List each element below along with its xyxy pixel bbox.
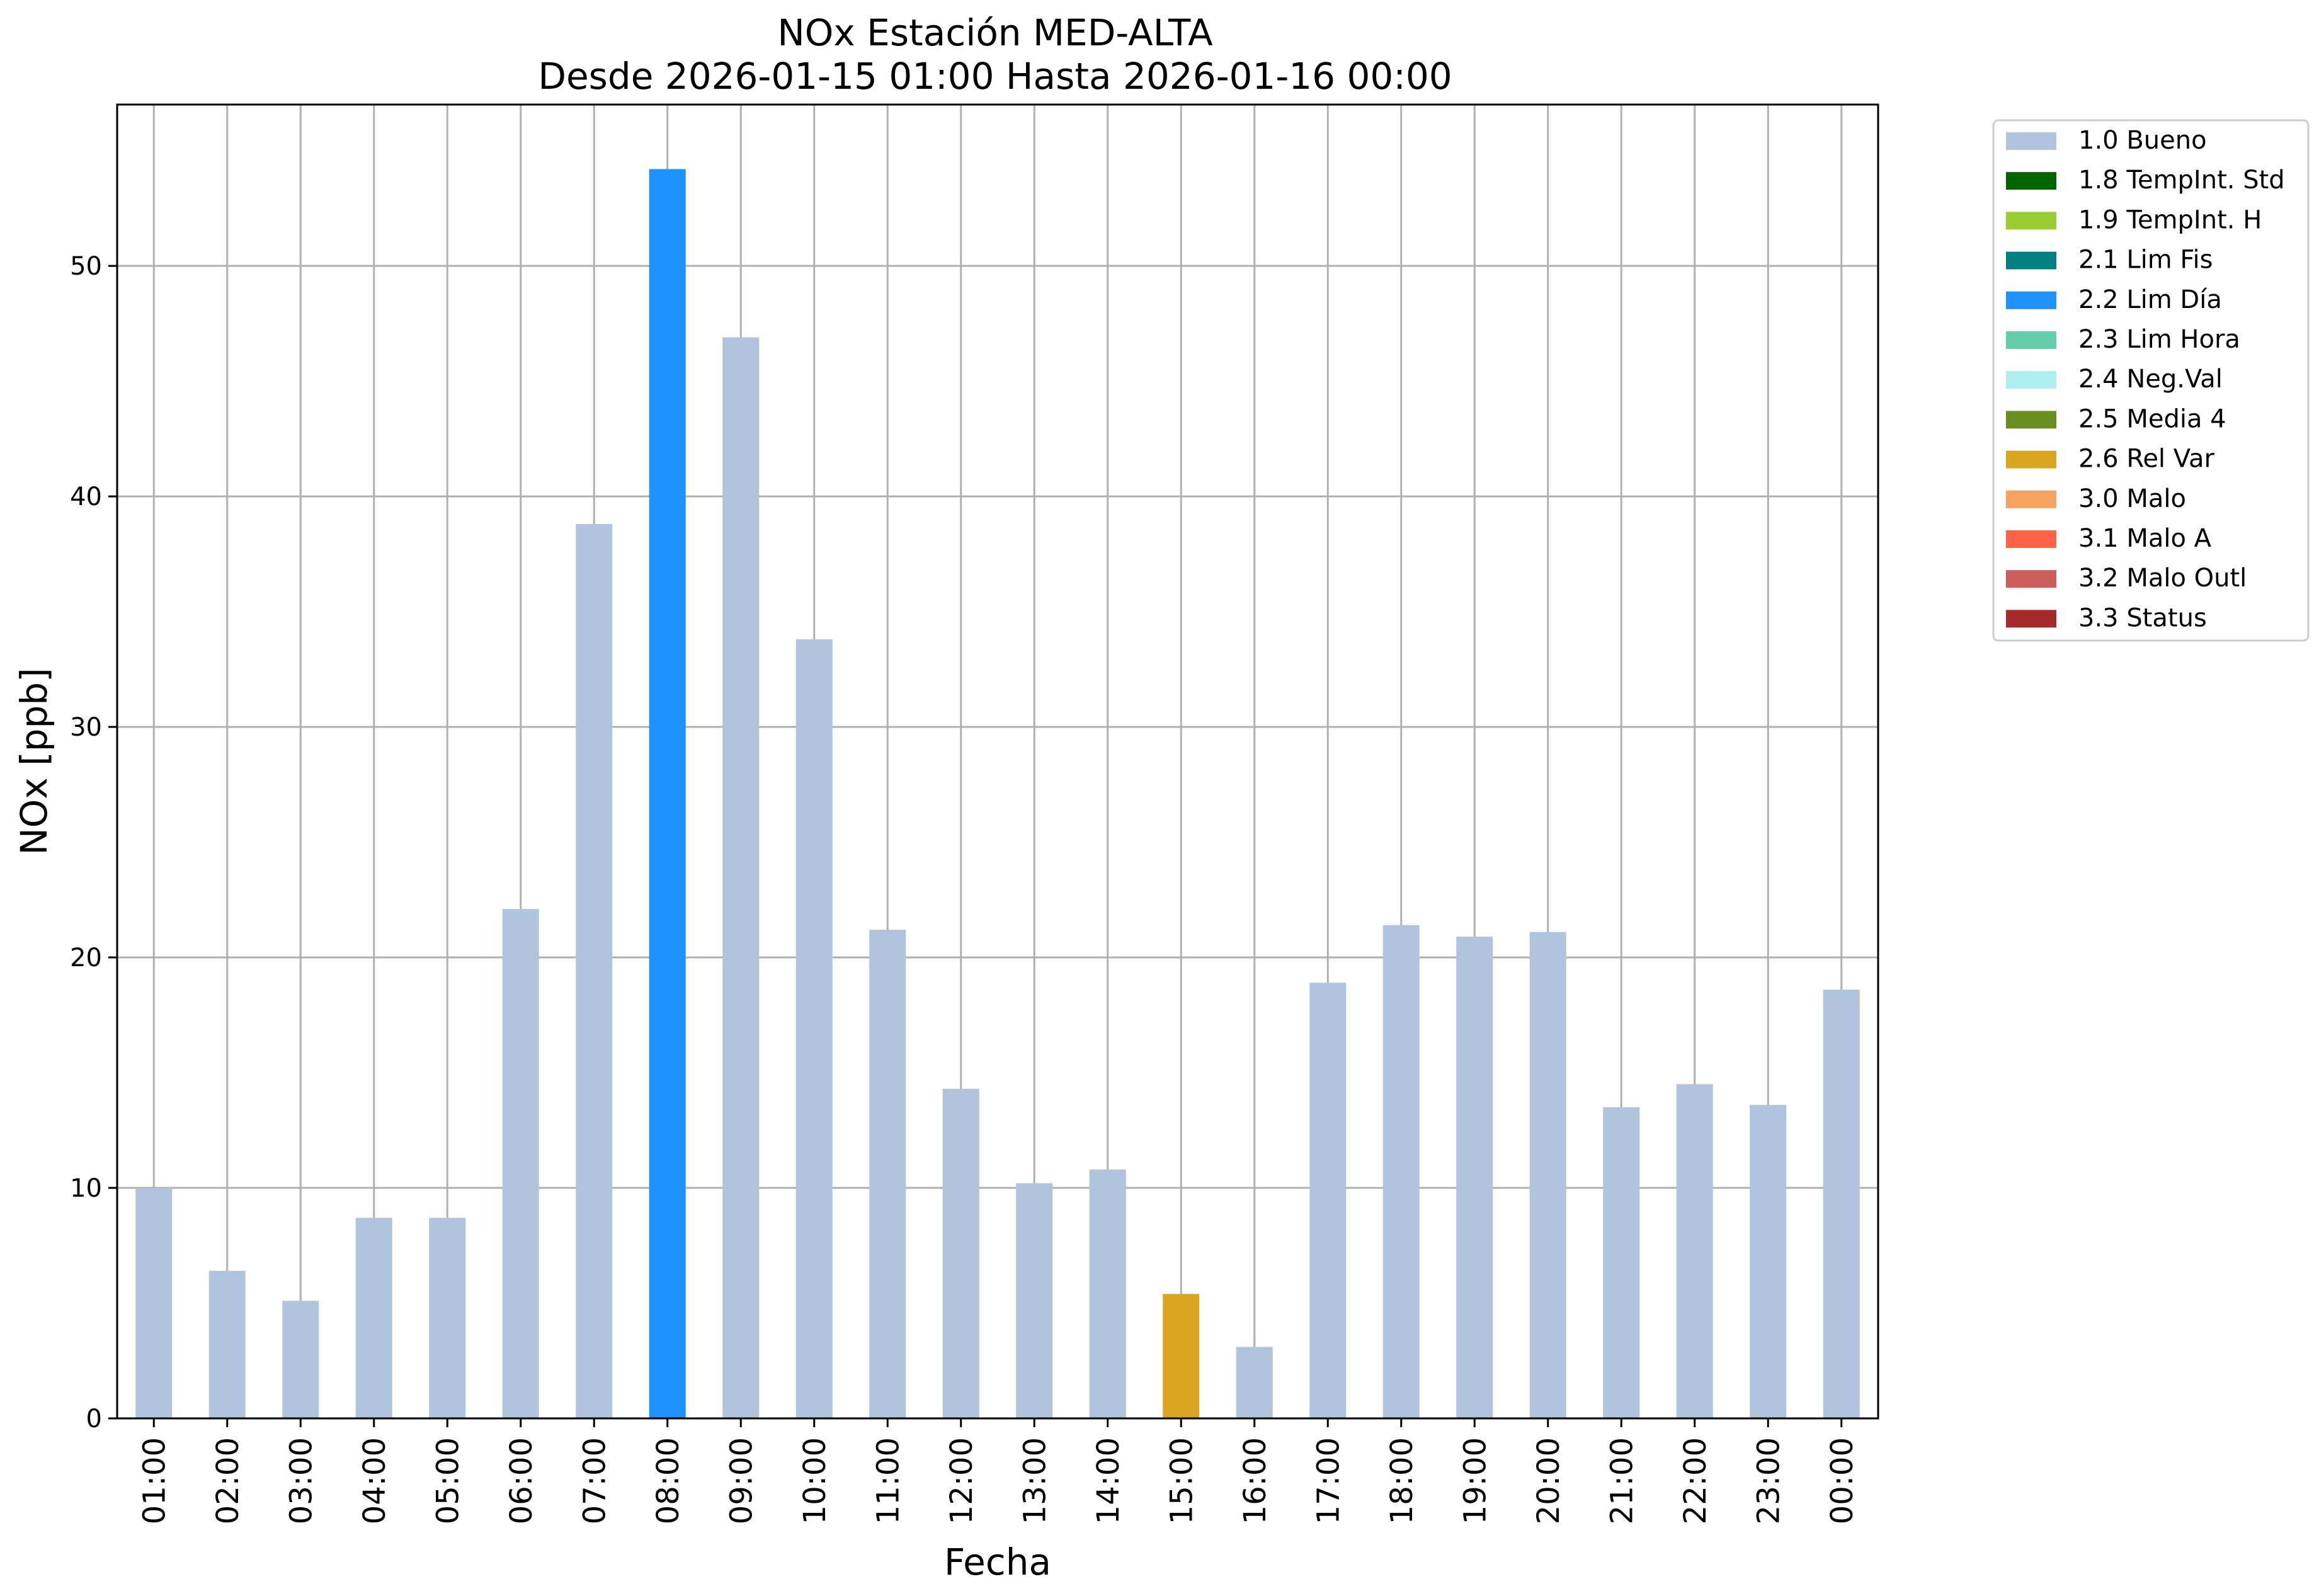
legend-label: 1.0 Bueno bbox=[2078, 126, 2207, 155]
y-tick-label: 40 bbox=[70, 482, 102, 511]
x-tick-label: 04:00 bbox=[357, 1437, 392, 1524]
x-tick-label: 22:00 bbox=[1678, 1437, 1713, 1524]
legend-label: 3.2 Malo Outl bbox=[2078, 564, 2247, 593]
x-tick-label: 01:00 bbox=[137, 1437, 172, 1524]
bar bbox=[1309, 983, 1347, 1418]
legend-swatch bbox=[2006, 371, 2056, 389]
bar bbox=[1163, 1294, 1200, 1418]
y-tick-label: 50 bbox=[70, 252, 102, 281]
x-tick-label: 11:00 bbox=[870, 1437, 906, 1524]
y-tick-label: 30 bbox=[70, 713, 102, 742]
legend-swatch bbox=[2006, 172, 2056, 190]
bars bbox=[135, 169, 1860, 1419]
legend-label: 2.5 Media 4 bbox=[2078, 404, 2226, 433]
x-tick-label: 00:00 bbox=[1825, 1437, 1860, 1524]
x-tick-label: 10:00 bbox=[797, 1437, 833, 1524]
legend-swatch bbox=[2006, 450, 2056, 469]
x-tick-label: 07:00 bbox=[577, 1437, 612, 1524]
bar bbox=[1016, 1183, 1053, 1418]
y-tick-label: 20 bbox=[70, 943, 102, 972]
y-tick-label: 10 bbox=[70, 1174, 102, 1203]
bar bbox=[1529, 932, 1566, 1418]
x-tick-label: 05:00 bbox=[430, 1437, 465, 1524]
legend: 1.0 Bueno 1.8 TempInt. Std 1.9 TempInt. H 2… bbox=[1992, 119, 2310, 642]
x-tick-label: 02:00 bbox=[210, 1437, 246, 1524]
y-ticks: 0 10 20 30 40 50 bbox=[70, 252, 117, 1434]
x-tick-label: 17:00 bbox=[1311, 1437, 1346, 1524]
x-tick-label: 08:00 bbox=[651, 1437, 686, 1524]
legend-swatch bbox=[2006, 610, 2056, 628]
legend-swatch bbox=[2006, 530, 2056, 548]
x-ticks: 01:00 02:00 03:00 04:00 05:00 06:00 07:00 08:00… bbox=[137, 1418, 1860, 1524]
bar bbox=[1750, 1105, 1787, 1418]
bar bbox=[869, 930, 906, 1418]
bar bbox=[429, 1217, 466, 1418]
bar bbox=[649, 169, 686, 1418]
x-tick-label: 03:00 bbox=[283, 1437, 319, 1524]
x-tick-label: 16:00 bbox=[1238, 1437, 1273, 1524]
chart-subtitle: Desde 2026-01-15 01:00 Hasta 2026-01-16 … bbox=[538, 55, 1452, 98]
bar bbox=[1823, 989, 1860, 1418]
x-axis-label: Fecha bbox=[944, 1541, 1051, 1583]
x-tick-label: 09:00 bbox=[724, 1437, 759, 1524]
legend-label: 1.8 TempInt. Std bbox=[2078, 166, 2285, 195]
legend-label: 3.0 Malo bbox=[2078, 484, 2186, 513]
bar bbox=[135, 1188, 173, 1418]
x-tick-label: 12:00 bbox=[944, 1437, 979, 1524]
bar bbox=[795, 639, 833, 1418]
legend-swatch bbox=[2006, 331, 2056, 349]
bar bbox=[1382, 925, 1420, 1418]
x-tick-label: 19:00 bbox=[1457, 1437, 1493, 1524]
bar bbox=[355, 1217, 392, 1418]
bar bbox=[1089, 1169, 1126, 1418]
bar bbox=[282, 1301, 319, 1418]
legend-label: 3.3 Status bbox=[2078, 603, 2207, 632]
legend-label: 2.6 Rel Var bbox=[2078, 445, 2215, 474]
x-tick-label: 21:00 bbox=[1604, 1437, 1639, 1524]
x-tick-label: 20:00 bbox=[1531, 1437, 1566, 1524]
bar bbox=[942, 1088, 979, 1418]
legend-label: 2.4 Neg.Val bbox=[2078, 365, 2223, 394]
bar bbox=[1236, 1347, 1273, 1418]
legend-label: 2.3 Lim Hora bbox=[2078, 325, 2240, 354]
y-tick-label: 0 bbox=[86, 1405, 102, 1434]
legend-swatch bbox=[2006, 251, 2056, 270]
bar bbox=[502, 909, 539, 1418]
bar bbox=[1676, 1084, 1713, 1418]
legend-swatch bbox=[2006, 132, 2056, 150]
legend-label: 1.9 TempInt. H bbox=[2078, 205, 2262, 234]
x-tick-label: 18:00 bbox=[1384, 1437, 1420, 1524]
bar bbox=[1603, 1107, 1640, 1418]
legend-label: 3.1 Malo A bbox=[2078, 524, 2212, 553]
legend-swatch bbox=[2006, 570, 2056, 588]
chart-title: NOx Estación MED-ALTA bbox=[777, 11, 1213, 54]
bar bbox=[576, 524, 613, 1418]
x-tick-label: 13:00 bbox=[1017, 1437, 1052, 1524]
x-tick-label: 06:00 bbox=[504, 1437, 539, 1524]
legend-label: 2.2 Lim Día bbox=[2078, 285, 2222, 314]
bar bbox=[722, 337, 760, 1419]
legend-swatch bbox=[2006, 411, 2056, 429]
bar bbox=[1456, 937, 1493, 1418]
x-tick-label: 14:00 bbox=[1091, 1437, 1126, 1524]
legend-box bbox=[1992, 119, 2310, 642]
x-tick-label: 15:00 bbox=[1164, 1437, 1199, 1524]
y-axis-label: NOx [ppb] bbox=[13, 668, 55, 855]
legend-swatch bbox=[2006, 291, 2056, 309]
bar bbox=[208, 1270, 246, 1418]
x-tick-label: 23:00 bbox=[1751, 1437, 1786, 1524]
plot-frame bbox=[116, 103, 1879, 1420]
legend-swatch bbox=[2006, 490, 2056, 508]
legend-label: 2.1 Lim Fis bbox=[2078, 246, 2213, 275]
legend-swatch bbox=[2006, 212, 2056, 230]
